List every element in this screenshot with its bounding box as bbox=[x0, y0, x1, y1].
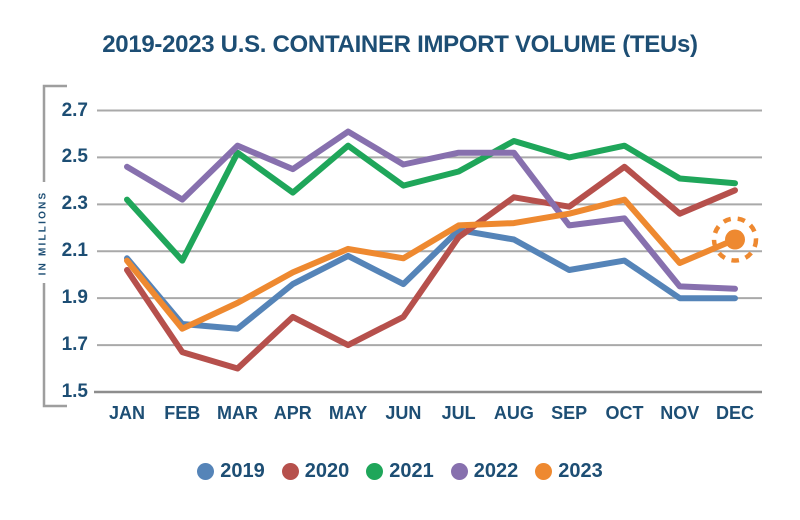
x-tick-label-mar: MAR bbox=[217, 403, 259, 423]
series-line-2019 bbox=[124, 227, 738, 332]
y-tick-label-1.5: 1.5 bbox=[61, 381, 88, 402]
x-tick-label-jun: JUN bbox=[385, 403, 422, 423]
series-line-2023 bbox=[124, 196, 738, 332]
legend-dot-2020 bbox=[281, 463, 299, 480]
y-tick-label-2.1: 2.1 bbox=[61, 240, 88, 262]
chart-title: 2019-2023 U.S. CONTAINER IMPORT VOLUME (… bbox=[102, 31, 698, 58]
x-tick-label-oct: OCT bbox=[605, 403, 644, 423]
legend-label-2019: 2019 bbox=[220, 460, 265, 482]
legend-dot-2019 bbox=[197, 463, 215, 480]
y-tick-label-2.5: 2.5 bbox=[61, 146, 88, 168]
legend-label-2022: 2022 bbox=[473, 460, 519, 482]
legend-item-2020: 2020 bbox=[281, 460, 350, 483]
legend-item-2023: 2023 bbox=[535, 460, 603, 483]
y-tick-label-1.7: 1.7 bbox=[61, 334, 88, 356]
legend-item-2021: 2021 bbox=[366, 460, 434, 483]
y-tick-label-2.7: 2.7 bbox=[61, 99, 88, 121]
highlight-dashed-ring bbox=[711, 216, 759, 263]
x-tick-label-feb: FEB bbox=[164, 403, 201, 423]
y-tick-label-1.9: 1.9 bbox=[61, 287, 88, 309]
legend-dot-2021 bbox=[366, 463, 384, 480]
x-tick-label-dec: DEC bbox=[715, 403, 754, 423]
x-tick-label-aug: AUG bbox=[493, 403, 534, 423]
x-tick-label-nov: NOV bbox=[660, 403, 700, 423]
legend-label-2023: 2023 bbox=[558, 460, 603, 482]
y-axis-unit-label: IN MILLIONS bbox=[37, 190, 49, 276]
x-tick-label-may: MAY bbox=[328, 403, 368, 423]
x-tick-label-sep: SEP bbox=[551, 403, 588, 423]
legend-item-2022: 2022 bbox=[450, 460, 519, 483]
highlight-point bbox=[725, 229, 745, 250]
x-tick-label-apr: APR bbox=[273, 403, 312, 423]
legend-label-2021: 2021 bbox=[389, 460, 434, 482]
y-axis-bracket bbox=[42, 84, 67, 408]
y-tick-label-2.3: 2.3 bbox=[61, 193, 88, 215]
series-line-2020 bbox=[124, 163, 738, 372]
series-line-2022 bbox=[124, 128, 738, 292]
legend: 2019 2020 2021 2022 2023 bbox=[0, 460, 800, 483]
legend-item-2019: 2019 bbox=[197, 460, 265, 483]
series-line-2021 bbox=[124, 138, 738, 264]
x-tick-label-jan: JAN bbox=[108, 403, 145, 423]
x-tick-label-jul: JUL bbox=[441, 403, 476, 423]
legend-dot-2022 bbox=[450, 463, 468, 480]
legend-dot-2023 bbox=[535, 463, 553, 480]
legend-label-2020: 2020 bbox=[304, 460, 350, 482]
